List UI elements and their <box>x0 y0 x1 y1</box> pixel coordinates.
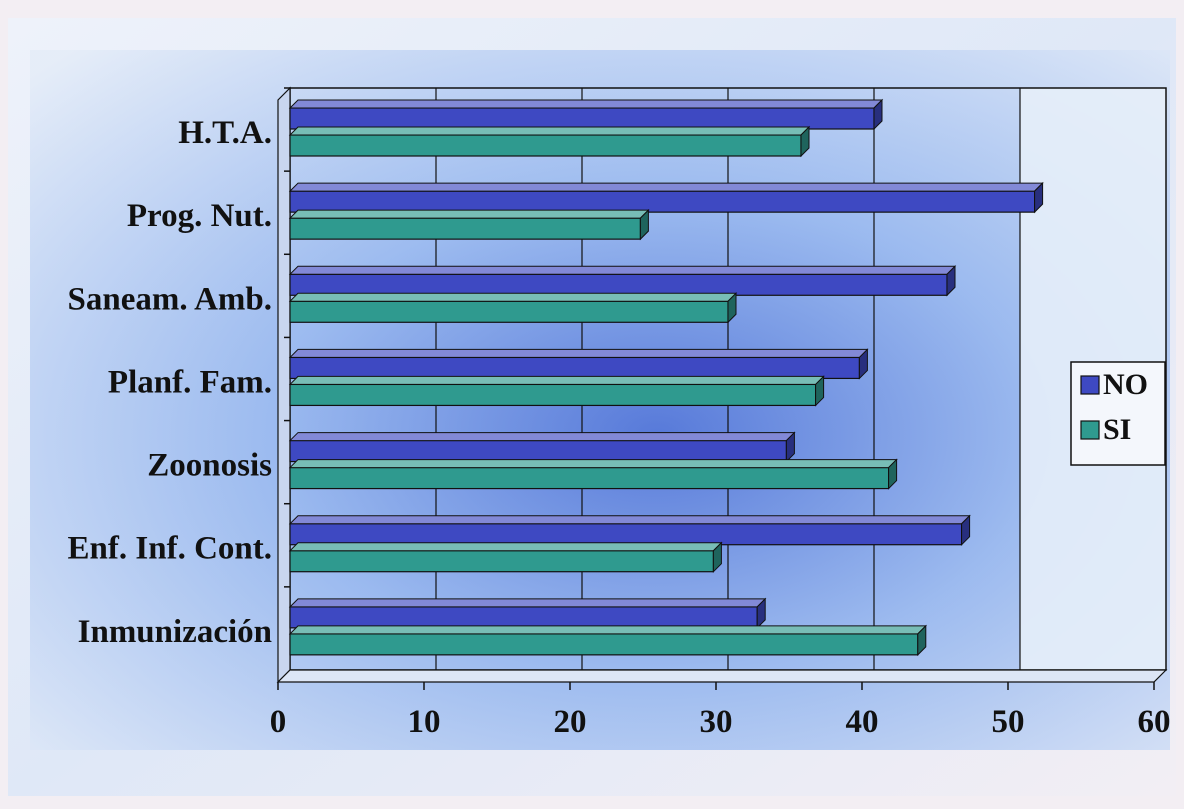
bar-no <box>288 597 767 630</box>
bar-top <box>288 375 825 385</box>
bar-side <box>946 265 956 297</box>
bar-front <box>289 273 948 296</box>
bar-si <box>288 624 928 657</box>
bar-side <box>800 125 810 158</box>
bar-front <box>289 383 817 407</box>
bar-si <box>288 208 650 241</box>
y-category-label: Inmunización <box>78 614 272 650</box>
x-tick-label: 50 <box>992 704 1025 740</box>
bar-no <box>288 348 869 380</box>
bar-front <box>289 439 787 463</box>
bar-side <box>756 597 766 630</box>
bar-side <box>873 98 883 131</box>
bar-front <box>289 356 861 380</box>
bar-top <box>288 126 811 136</box>
x-tick-label: 20 <box>554 704 587 740</box>
y-category-label: H.T.A. <box>178 115 272 151</box>
bar-front <box>289 190 1036 213</box>
y-category-label: Planf. Fam. <box>108 364 272 400</box>
bar-front <box>289 300 729 323</box>
bar-side <box>858 348 868 380</box>
legend-swatch-si <box>1080 420 1100 440</box>
y-category-label: Prog. Nut. <box>127 198 272 234</box>
bar-top <box>288 515 971 525</box>
y-category-label: Zoonosis <box>147 448 272 484</box>
bar-front <box>289 107 875 130</box>
bar-top <box>288 459 898 469</box>
x-tick-label: 60 <box>1138 704 1171 740</box>
bar-si <box>288 125 811 158</box>
bar-front <box>289 606 758 629</box>
bar-no <box>288 431 796 463</box>
bar-top <box>288 598 767 608</box>
bar-side <box>1034 181 1044 214</box>
bar-si <box>288 375 825 407</box>
bar-front <box>289 550 714 573</box>
bar-top <box>288 265 957 275</box>
bar-top <box>288 542 723 552</box>
bar-si <box>288 292 738 324</box>
x-tick-label: 40 <box>846 704 879 740</box>
bar-no <box>288 98 884 131</box>
bar-top <box>288 209 650 219</box>
bar-front <box>289 466 890 490</box>
bar-top <box>288 182 1044 192</box>
legend-label-si: SI <box>1103 413 1131 446</box>
bar-top <box>288 99 884 109</box>
bar-front <box>289 633 919 656</box>
bar-side <box>727 292 737 324</box>
bar-top <box>288 292 738 302</box>
bar-si <box>288 458 898 490</box>
bar-no <box>288 181 1044 214</box>
bar-front <box>289 134 802 157</box>
bar-side <box>785 431 795 463</box>
bar-front <box>289 523 963 546</box>
plot-left-wall <box>277 86 291 684</box>
x-tick-label: 30 <box>700 704 733 740</box>
bar-no <box>288 265 957 297</box>
bar-top <box>288 432 796 442</box>
bar-side <box>815 375 825 407</box>
bar-front <box>289 217 641 240</box>
legend-swatch-no <box>1080 375 1100 395</box>
bar-side <box>639 208 649 241</box>
x-tick-label: 10 <box>408 704 441 740</box>
y-category-label: Enf. Inf. Cont. <box>68 531 272 567</box>
y-category-label: Saneam. Amb. <box>68 281 272 317</box>
bar-side <box>712 541 722 573</box>
bar-si <box>288 541 723 573</box>
legend-label-no: NO <box>1103 368 1148 401</box>
plot-floor <box>276 669 1168 683</box>
bar-top <box>288 625 928 635</box>
bar-side <box>961 514 971 546</box>
bar-top <box>288 348 869 358</box>
bar-no <box>288 514 971 546</box>
bar-side <box>888 458 898 490</box>
x-tick-label: 0 <box>270 704 287 740</box>
bar-side <box>917 624 927 657</box>
